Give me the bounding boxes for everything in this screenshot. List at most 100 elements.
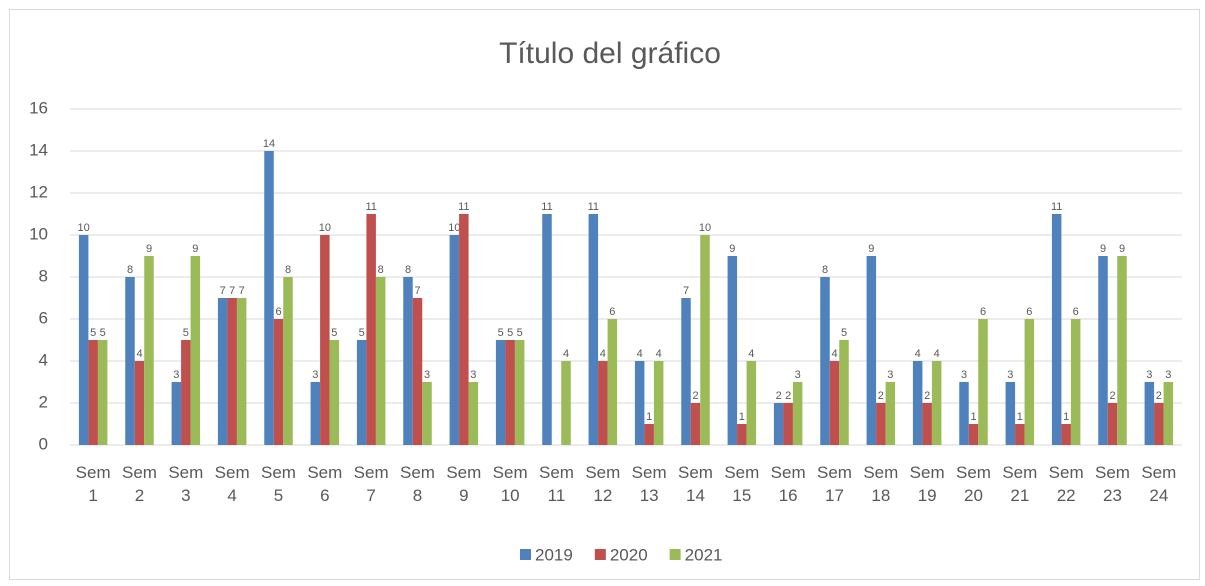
bar [931,361,942,445]
bar [403,277,413,445]
y-tick-label: 0 [39,434,48,453]
legend-label: 2020 [610,545,648,564]
bar [97,340,108,445]
data-label: 3 [1165,369,1171,381]
bar [681,298,691,445]
data-label: 5 [498,327,504,339]
bar [125,277,135,445]
data-label: 8 [378,264,384,276]
x-tick-label: Sem 24 [1141,463,1177,505]
data-label: 9 [729,243,735,255]
data-label: 9 [192,243,198,255]
data-label: 3 [1007,369,1013,381]
data-label: 1 [646,411,652,423]
bar [542,214,552,445]
chart-title: Título del gráfico [499,37,721,70]
y-tick-label: 14 [29,140,48,159]
bar [264,151,274,445]
bar [1154,403,1164,445]
data-label: 9 [1119,243,1125,255]
data-label: 6 [275,306,281,318]
data-label: 14 [263,138,275,150]
bar [320,235,330,445]
y-tick-label: 10 [29,224,48,243]
x-tick-label: Sem 13 [631,463,667,505]
data-label: 2 [692,390,698,402]
x-tick-label: Sem 11 [539,463,574,505]
data-label: 3 [424,369,430,381]
data-label: 11 [365,201,376,213]
x-tick-label: Sem 2 [122,463,157,505]
bar [885,382,896,445]
data-label: 11 [458,201,469,213]
data-label: 4 [656,348,662,360]
y-tick-label: 6 [39,308,48,327]
data-label: 5 [359,327,365,339]
bar [310,382,321,445]
bar [746,361,757,445]
data-label: 5 [517,327,523,339]
bar [356,340,367,445]
x-tick-label: Sem 16 [770,463,806,505]
data-label: 4 [637,348,643,360]
bar [1005,382,1016,445]
data-label: 4 [600,348,606,360]
x-tick-label: Sem 23 [1095,463,1130,505]
bar [561,361,571,445]
data-label: 1 [1017,411,1023,423]
bar [978,319,988,445]
bar [236,298,247,445]
data-label: 4 [915,348,921,360]
x-tick-label: Sem 10 [492,463,528,505]
bar [912,361,923,445]
legend-swatch [669,549,681,560]
bar [181,340,191,445]
y-tick-label: 16 [29,98,48,117]
x-tick-label: Sem 17 [817,463,852,505]
bar [375,277,386,445]
x-tick-label: Sem 20 [956,463,991,505]
bar [134,361,145,445]
bar [866,256,877,445]
data-label: 10 [78,222,90,234]
bar [829,361,840,445]
bar [727,256,738,445]
data-label: 4 [563,348,569,360]
legend-swatch [594,549,606,560]
bar [653,361,664,445]
bar [144,256,154,445]
data-label: 7 [220,285,226,297]
bar [1098,256,1108,445]
bar [607,319,618,445]
bar [1024,319,1035,445]
bar [1061,424,1071,445]
data-label: 5 [841,327,847,339]
data-label: 10 [319,222,331,234]
legend-label: 2019 [535,545,573,564]
x-tick-label: Sem 3 [168,463,204,505]
bar [495,340,506,445]
x-tick-label: Sem 9 [446,463,482,505]
bar [78,235,89,445]
data-label: 6 [1026,306,1032,318]
data-label: 5 [90,327,96,339]
data-label: 11 [588,201,599,213]
data-label: 8 [405,264,411,276]
data-label: 8 [285,264,291,276]
data-label: 9 [868,243,874,255]
data-label: 5 [183,327,189,339]
bar [922,403,932,445]
x-tick-label: Sem 6 [307,463,343,505]
data-label: 3 [312,369,318,381]
data-label: 7 [414,285,420,297]
data-label: 4 [934,348,940,360]
bar [773,403,784,445]
data-label: 8 [127,264,133,276]
y-tick-label: 2 [39,392,48,411]
y-tick-label: 4 [39,350,48,369]
x-tick-label: Sem 4 [214,463,250,505]
x-tick-label: Sem 8 [400,463,435,505]
bar [700,235,710,445]
